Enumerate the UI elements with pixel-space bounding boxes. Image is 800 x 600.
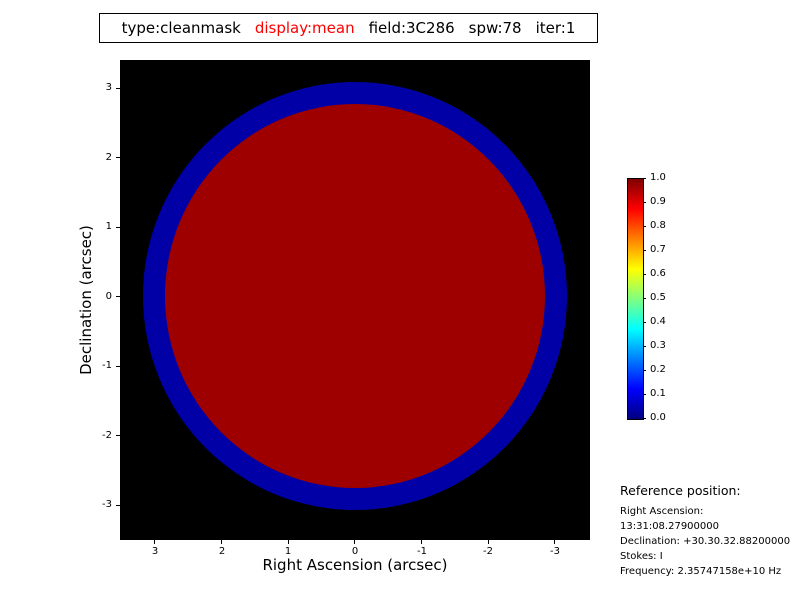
x-tick-mark [488,540,489,544]
x-tick-label: 2 [218,546,226,557]
x-tick-mark [554,540,555,544]
y-tick-label: 3 [105,82,112,93]
x-tick-mark [288,540,289,544]
reference-line-dec: Declination: +30.30.32.88200000 [620,536,791,547]
colorbar-tick-label: 0.4 [650,316,666,327]
colorbar-tick-label: 0.6 [650,268,666,279]
x-tick-mark [354,540,355,544]
colorbar-tick-label: 0.7 [650,244,666,255]
y-tick-label: 2 [105,152,112,163]
colorbar-tick-label: 0.3 [650,340,666,351]
colorbar-tick-mark [643,322,646,323]
title-part-field: field:3C286 [368,19,455,37]
y-tick-mark [116,366,120,367]
y-tick-mark [116,88,120,89]
reference-heading: Reference position: [620,483,741,498]
title-box: type:cleanmask display:mean field:3C286 … [99,13,598,43]
x-tick-label: -2 [483,546,493,557]
plot-area [120,60,590,540]
y-axis-label: Declination (arcsec) [77,225,95,375]
colorbar-tick-mark [643,418,646,419]
mask-disk-red [165,104,545,488]
y-tick-label: -1 [102,360,112,371]
colorbar-tick-mark [643,250,646,251]
reference-line-stokes: Stokes: I [620,551,663,562]
colorbar-tick-label: 0.1 [650,388,666,399]
colorbar-tick-mark [643,394,646,395]
y-tick-mark [116,435,120,436]
x-tick-mark [421,540,422,544]
colorbar-tick-mark [643,226,646,227]
title-part-display: display:mean [254,19,355,37]
x-tick-label: -1 [417,546,427,557]
x-tick-label: -3 [550,546,560,557]
reference-line-frequency: Frequency: 2.35747158e+10 Hz [620,566,782,577]
x-tick-label: 0 [351,546,359,557]
y-tick-label: 0 [105,291,112,302]
y-tick-label: 1 [105,221,112,232]
colorbar-tick-mark [643,202,646,203]
colorbar-tick-label: 0.2 [650,364,666,375]
x-tick-mark [221,540,222,544]
colorbar-tick-mark [643,346,646,347]
x-axis-label: Right Ascension (arcsec) [262,556,448,574]
colorbar-gradient [627,178,644,420]
x-tick-label: 1 [284,546,292,557]
title-part-iter: iter:1 [535,19,576,37]
colorbar-tick-mark [643,178,646,179]
colorbar-tick-label: 0.8 [650,220,666,231]
colorbar-tick-label: 0.5 [650,292,666,303]
title-part-type: type:cleanmask [121,19,241,37]
colorbar-tick-label: 1.0 [650,172,666,183]
reference-line-ra: Right Ascension: 13:31:08.27900000 [620,506,719,532]
colorbar-tick-label: 0.0 [650,412,666,423]
y-tick-label: -3 [102,499,112,510]
y-tick-mark [116,157,120,158]
y-tick-label: -2 [102,430,112,441]
y-tick-mark [116,227,120,228]
colorbar-tick-mark [643,370,646,371]
x-tick-mark [154,540,155,544]
reference-position-block: Reference position: Right Ascension: 13:… [620,483,800,579]
x-tick-label: 3 [151,546,159,557]
colorbar-tick-label: 0.9 [650,196,666,207]
colorbar-tick-mark [643,298,646,299]
y-tick-mark [116,505,120,506]
y-tick-mark [116,296,120,297]
title-part-spw: spw:78 [468,19,522,37]
colorbar-tick-mark [643,274,646,275]
